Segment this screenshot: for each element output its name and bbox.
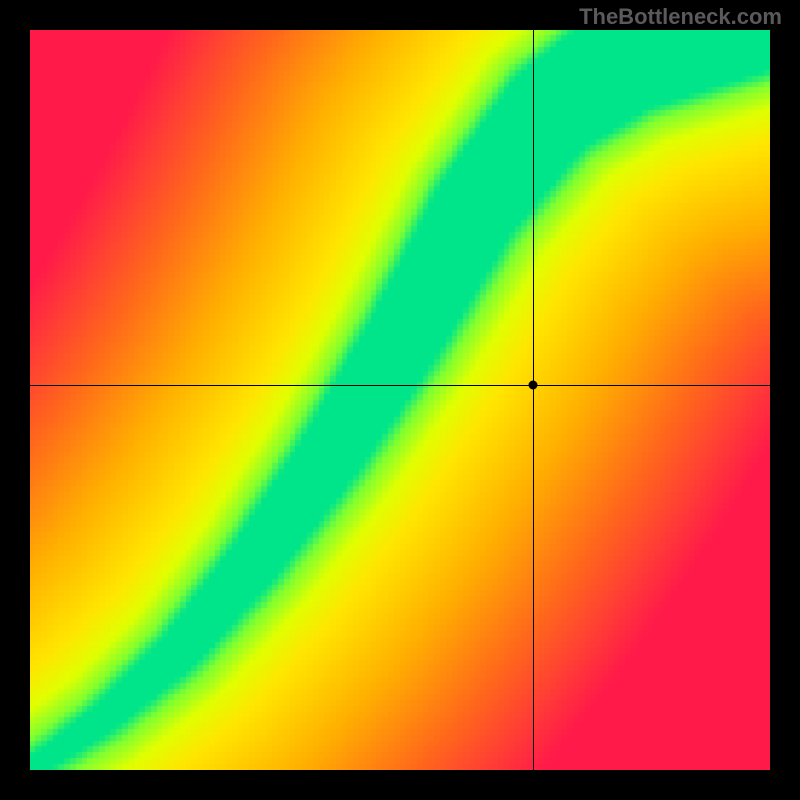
crosshair-vertical [533, 30, 534, 770]
crosshair-horizontal [30, 385, 770, 386]
heatmap-canvas [30, 30, 770, 770]
watermark-text: TheBottleneck.com [579, 4, 782, 30]
data-point-marker [529, 381, 538, 390]
chart-container: TheBottleneck.com [0, 0, 800, 800]
heatmap-plot [30, 30, 770, 770]
